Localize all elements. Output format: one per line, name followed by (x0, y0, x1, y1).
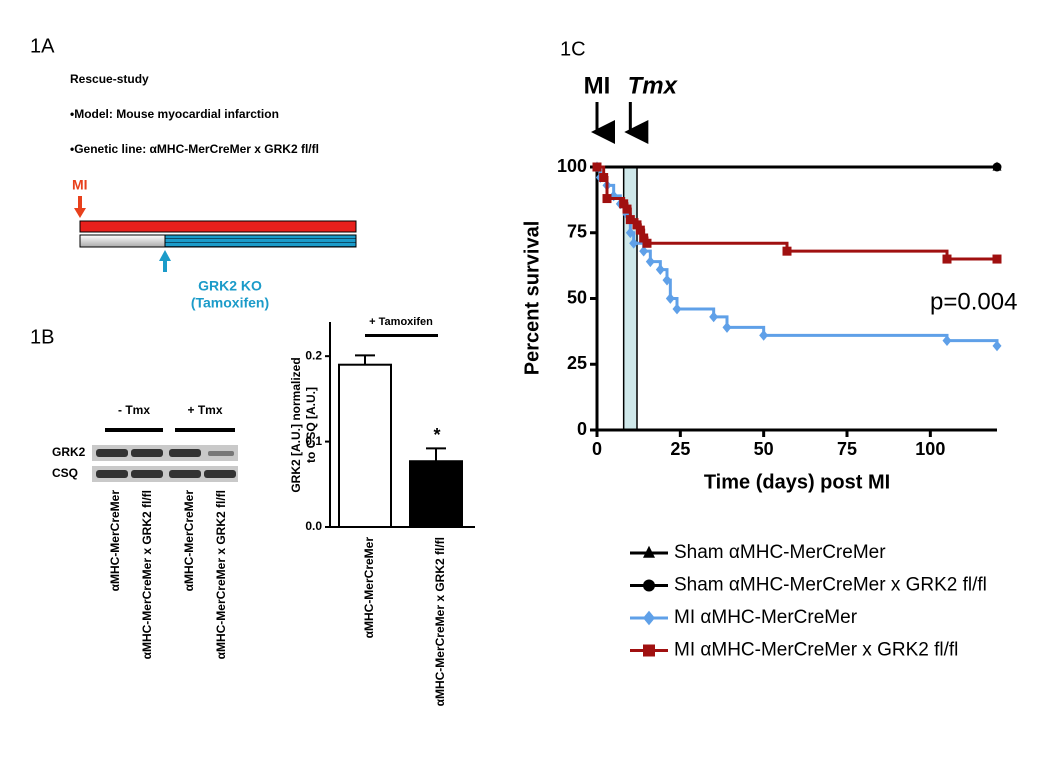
ko-sub: (Tamoxifen) (191, 295, 269, 311)
step-line (597, 165, 997, 261)
marker (662, 274, 672, 286)
lane-label: αMHC-MerCreMer (108, 490, 122, 592)
x-tick-label: 25 (670, 439, 690, 459)
arrow-head (74, 208, 86, 218)
y-tick-label: 0.0 (305, 519, 322, 533)
marker (992, 254, 1002, 264)
x-tick-label: 75 (837, 439, 857, 459)
panel-label: 1C (560, 38, 586, 60)
marker (629, 237, 639, 249)
marker (759, 329, 769, 341)
lane-label: αMHC-MerCreMer x GRK2 fl/fl (214, 490, 228, 659)
marker (625, 227, 635, 239)
marker (632, 220, 642, 230)
legend-label: MI αMHC-MerCreMer (674, 607, 858, 628)
marker (782, 246, 792, 256)
bracket-label: + Tamoxifen (369, 316, 433, 328)
title: Rescue-study (70, 72, 149, 86)
y-axis-label: GRK2 [A.U.] normalized (289, 357, 303, 492)
pre-bar (79, 234, 166, 248)
legend-label: MI αMHC-MerCreMer x GRK2 fl/fl (674, 640, 958, 661)
marker (672, 303, 682, 315)
x-tick-label: αMHC-MerCreMer (362, 537, 376, 639)
marker (599, 173, 609, 183)
blot (92, 445, 238, 461)
error-bar (426, 447, 446, 462)
bar (338, 363, 392, 529)
step-line (597, 165, 999, 346)
y-tick-label: 0.1 (305, 434, 322, 448)
marker (665, 293, 675, 304)
bar (409, 460, 463, 528)
marker (642, 238, 652, 248)
x-tick-label: 0 (592, 439, 602, 459)
x-tick-label: αMHC-MerCreMer x GRK2 fl/fl (433, 537, 447, 706)
marker (645, 256, 655, 268)
significance: * (433, 425, 440, 445)
marker (635, 225, 645, 235)
group-label: - Tmx (118, 403, 150, 417)
y-tick-label: 0.2 (305, 348, 322, 362)
lane-label: αMHC-MerCreMer x GRK2 fl/fl (140, 490, 154, 659)
blot (92, 466, 238, 482)
marker (643, 644, 655, 657)
y-tick-label: 75 (567, 222, 587, 242)
marker (709, 311, 719, 323)
marker (655, 264, 665, 275)
mi-label: MI (72, 177, 88, 193)
y-tick-label: 50 (567, 287, 587, 307)
panel-label: 1A (30, 35, 55, 57)
mi-bar (79, 220, 357, 233)
marker (992, 162, 1002, 172)
y-axis-label: Percent survival (521, 221, 543, 376)
marker (622, 204, 632, 214)
panel-label: 1B (30, 326, 54, 348)
bracket (365, 334, 438, 337)
y-axis-label: to CSQ [A.U.] (304, 387, 318, 463)
error-bar (355, 354, 375, 365)
ko-label: GRK2 KO (198, 278, 262, 294)
p-value: p=0.004 (930, 288, 1017, 315)
x-tick-label: 50 (754, 439, 774, 459)
x-axis-label: Time (days) post MI (704, 471, 890, 493)
y-tick-label: 0 (577, 419, 587, 439)
row-label: GRK2 (52, 445, 86, 459)
annotation: Tmx (628, 72, 679, 99)
marker (643, 579, 655, 592)
x-tick-label: 100 (915, 439, 945, 459)
y-tick-label: 100 (557, 156, 587, 176)
marker (609, 190, 619, 202)
marker (625, 215, 635, 225)
lane-label: αMHC-MerCreMer (182, 490, 196, 592)
bands (96, 449, 236, 478)
group-line (105, 428, 163, 432)
marker (602, 194, 612, 204)
group-line (175, 428, 235, 432)
legend-label: Sham αMHC-MerCreMer x GRK2 fl/fl (674, 575, 987, 596)
marker (592, 162, 602, 172)
y-tick-label: 25 (567, 353, 587, 373)
marker (639, 245, 649, 257)
marker (942, 335, 952, 346)
annotation: MI (584, 72, 611, 99)
marker (643, 545, 655, 558)
marker (942, 254, 952, 264)
marker (639, 233, 649, 243)
bullet: •Genetic line: αMHC-MerCreMer x GRK2 fl/… (70, 142, 319, 156)
legend-label: Sham αMHC-MerCreMer (674, 542, 886, 563)
marker (619, 199, 629, 209)
marker (992, 340, 1002, 352)
bullet: •Model: Mouse myocardial infarction (70, 107, 279, 121)
marker (643, 610, 655, 626)
group-label: + Tmx (187, 403, 222, 417)
marker (722, 322, 732, 333)
ko-bar (164, 234, 357, 248)
arrow-head (159, 250, 171, 261)
row-label: CSQ (52, 466, 78, 480)
